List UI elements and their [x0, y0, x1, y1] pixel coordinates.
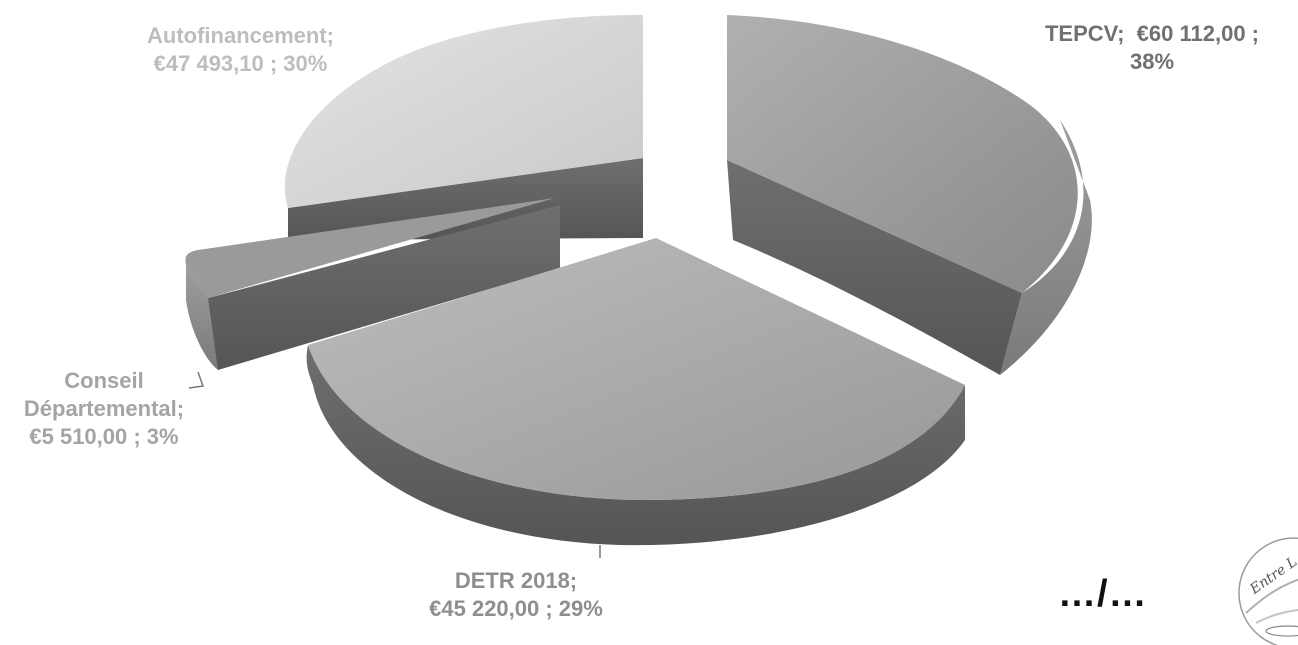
label-conseil-departemental: Conseil Départemental; €5 510,00 ; 3% — [5, 367, 203, 451]
leader-line-conseil — [188, 371, 205, 389]
slice-conseil-rim — [186, 265, 218, 370]
label-conseil-line2: Départemental; — [23, 396, 185, 421]
slice-autofinancement-top — [284, 15, 643, 208]
label-autofinancement-line2: €47 493,10 ; 30% — [153, 51, 328, 76]
label-autofinancement-line1: Autofinancement; — [147, 23, 334, 48]
label-detr-2018: DETR 2018; €45 220,00 ; 29% — [395, 567, 637, 623]
label-autofinancement: Autofinancement; €47 493,10 ; 30% — [118, 22, 363, 78]
slice-detr-side — [306, 345, 965, 546]
slice-conseil-side — [207, 205, 560, 370]
slice-tepcv-rim — [1000, 120, 1092, 375]
logo-icon: Entre L — [1238, 537, 1298, 645]
label-tepcv-line1: TEPCV; €60 112,00 ; — [1044, 21, 1260, 46]
slice-tepcv-side — [727, 160, 1022, 375]
slice-tepcv — [727, 15, 1092, 375]
slice-conseil-top — [185, 198, 556, 298]
label-tepcv: TEPCV; €60 112,00 ; 38% — [1012, 20, 1292, 76]
slice-conseil-departemental — [185, 198, 560, 370]
slice-detr-top — [308, 238, 965, 500]
slice-detr-2018 — [306, 238, 965, 546]
continuation-marker: …/… — [1058, 573, 1148, 615]
label-detr-line2: €45 220,00 ; 29% — [429, 596, 603, 621]
label-conseil-line3: €5 510,00 ; 3% — [29, 424, 179, 449]
label-detr-line1: DETR 2018; — [454, 568, 578, 593]
slice-tepcv-top — [727, 15, 1078, 293]
label-conseil-line1: Conseil — [64, 368, 144, 393]
label-tepcv-line2: 38% — [1129, 49, 1175, 74]
pie-chart — [185, 15, 1092, 558]
